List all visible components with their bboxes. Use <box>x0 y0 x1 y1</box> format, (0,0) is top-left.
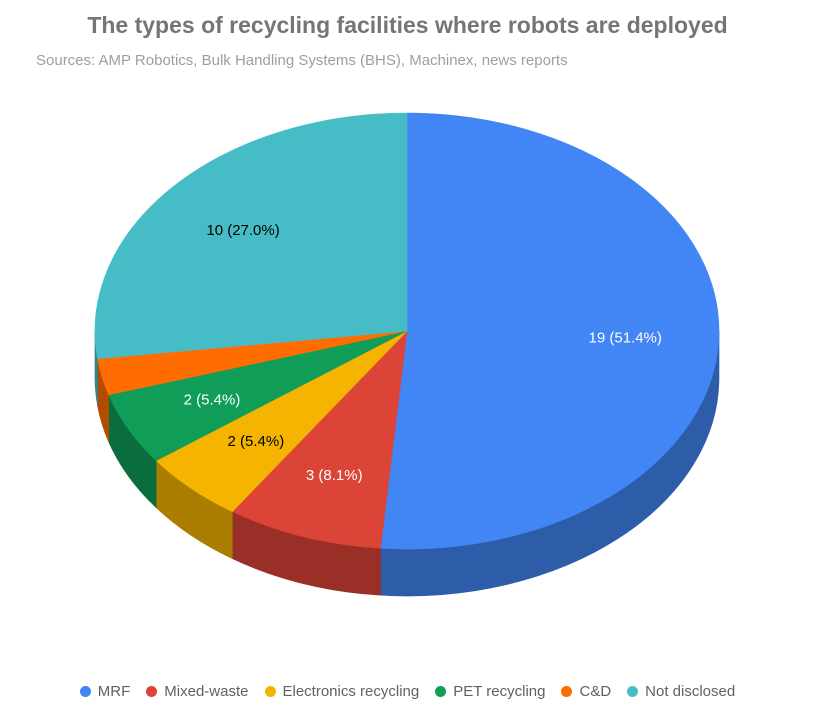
legend-item-mrf: MRF <box>79 683 131 700</box>
legend-item-c-d: C&D <box>561 683 611 700</box>
legend-item-mixed-waste: Mixed-waste <box>146 683 249 700</box>
legend: MRF Mixed-waste Electronics recycling PET r… <box>0 683 815 700</box>
legend-swatch <box>561 686 573 697</box>
legend-label: Not disclosed <box>645 683 736 700</box>
data-label-mixed-waste: 3 (8.1%) <box>306 467 363 484</box>
legend-swatch <box>627 686 639 697</box>
data-label-electronics-recycling: 2 (5.4%) <box>228 433 285 450</box>
data-label-pet-recycling: 2 (5.4%) <box>184 392 241 409</box>
legend-swatch <box>435 686 447 697</box>
legend-label: MRF <box>97 683 131 700</box>
legend-label: Electronics recycling <box>282 683 420 700</box>
legend-swatch <box>146 686 158 697</box>
chart-title: The types of recycling facilities where … <box>87 12 728 38</box>
legend-label: C&D <box>579 683 612 700</box>
legend-item-electronics-recycling: Electronics recycling <box>264 683 420 700</box>
legend-item-not-disclosed: Not disclosed <box>627 683 735 700</box>
pie-slice-mrf <box>380 112 720 550</box>
pie-slice-mixed-waste <box>231 330 408 549</box>
pie-slice-not-disclosed <box>94 112 408 360</box>
legend-item-pet-recycling: PET recycling <box>435 683 545 700</box>
legend-label: Mixed-waste <box>164 683 249 700</box>
legend-swatch <box>264 686 276 697</box>
legend-swatch <box>79 686 91 697</box>
legend-label: PET recycling <box>453 683 546 700</box>
data-label-not-disclosed: 10 (27.0%) <box>206 222 279 239</box>
chart-subtitle: Sources: AMP Robotics, Bulk Handling Sys… <box>36 52 568 69</box>
data-label-mrf: 19 (51.4%) <box>589 329 662 346</box>
